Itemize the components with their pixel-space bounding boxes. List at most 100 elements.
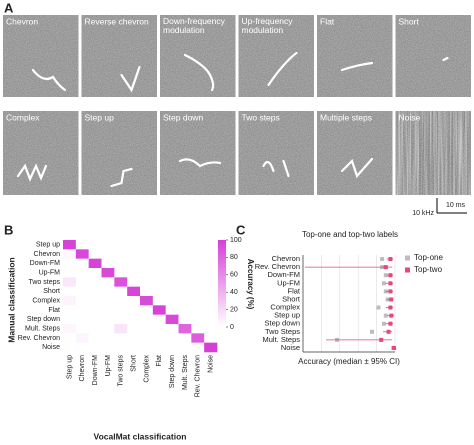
heatmap-cell bbox=[140, 324, 154, 334]
scale-label: 10 ms bbox=[446, 202, 466, 209]
tile-label: Noise bbox=[399, 112, 421, 122]
row-label: Step down bbox=[27, 316, 60, 323]
heatmap-cell bbox=[127, 268, 141, 278]
heatmap-cell bbox=[88, 249, 102, 259]
tile-noise bbox=[160, 111, 236, 195]
heatmap-cell bbox=[152, 240, 166, 250]
heatmap-cell bbox=[152, 296, 166, 306]
column-label: Complex bbox=[143, 355, 150, 383]
heatmap-cell bbox=[165, 333, 179, 343]
heatmap-cell bbox=[75, 314, 89, 325]
heatmap-cell bbox=[88, 333, 102, 343]
heatmap-cell bbox=[165, 277, 179, 287]
y-axis-label: Manual classification bbox=[6, 257, 16, 343]
heatmap-cell bbox=[178, 240, 192, 250]
heatmap-cell bbox=[63, 249, 77, 259]
heatmap-cell bbox=[140, 286, 154, 297]
vocalization-trace bbox=[442, 56, 449, 62]
row-label: Complex bbox=[32, 298, 60, 305]
heatmap-cell bbox=[63, 286, 77, 297]
tile-label: Reverse chevron bbox=[85, 16, 150, 26]
y-tick-label: Two Steps bbox=[265, 327, 300, 336]
heatmap-cell bbox=[101, 296, 115, 306]
heatmap-cell bbox=[101, 277, 115, 287]
spectrogram-tile: Multiple steps bbox=[317, 111, 393, 195]
legend-swatch bbox=[405, 267, 410, 273]
row-label: Two steps bbox=[28, 279, 60, 286]
y-tick-label: Chevron bbox=[272, 254, 300, 263]
heatmap-cell bbox=[204, 342, 218, 353]
heatmap-cell bbox=[75, 277, 89, 287]
heatmap-cell bbox=[101, 314, 115, 325]
heatmap-cell bbox=[191, 249, 205, 259]
heatmap-cell bbox=[204, 333, 218, 343]
heatmap-cell bbox=[63, 314, 77, 325]
heatmap-cell bbox=[204, 249, 218, 259]
dot bbox=[383, 273, 388, 278]
dot bbox=[383, 313, 388, 318]
heatmap-cell bbox=[114, 296, 128, 306]
heatmap-cell bbox=[152, 277, 166, 287]
vocalization-trace bbox=[340, 61, 374, 72]
heatmap-cell bbox=[165, 268, 179, 278]
heatmap-cell bbox=[152, 342, 166, 353]
row-label: Short bbox=[43, 288, 60, 295]
chart-title: Top-one and top-two labels bbox=[301, 230, 399, 239]
column-label: Step down bbox=[169, 355, 176, 388]
heatmap-cell bbox=[75, 240, 89, 250]
spectrogram-tile: Step up bbox=[81, 111, 157, 195]
tile-noise bbox=[395, 15, 471, 97]
dot bbox=[389, 297, 394, 302]
heatmap-cell bbox=[127, 333, 141, 343]
spectrogram-tile: Complex bbox=[3, 111, 79, 195]
y-tick-label: Step up bbox=[274, 311, 300, 320]
heatmap-cell bbox=[127, 258, 141, 269]
column-label: Rev. Chevron bbox=[195, 355, 202, 397]
heatmap-cell bbox=[191, 333, 205, 343]
y-tick-label: Mult. Steps bbox=[262, 335, 300, 344]
heatmap-cell bbox=[114, 305, 128, 315]
row-label: Flat bbox=[48, 307, 60, 314]
vocalization-trace bbox=[262, 159, 290, 178]
row-label: Rev. Chevron bbox=[18, 335, 60, 342]
heatmap-cell bbox=[63, 268, 77, 278]
colorbar-tick-label: 20 bbox=[230, 306, 238, 313]
heatmap-cell bbox=[191, 305, 205, 315]
dot bbox=[379, 337, 384, 342]
heatmap-cell bbox=[114, 342, 128, 353]
legend-swatch bbox=[405, 255, 410, 261]
heatmap-cell bbox=[152, 268, 166, 278]
heatmap-cell bbox=[140, 277, 154, 287]
heatmap-cell bbox=[152, 249, 166, 259]
colorbar-tick-label: 100 bbox=[230, 237, 242, 244]
tile-label: Chevron bbox=[6, 16, 38, 26]
heatmap-cell bbox=[165, 286, 179, 297]
heatmap-cell bbox=[178, 286, 192, 297]
heatmap-cell bbox=[191, 277, 205, 287]
dot bbox=[380, 257, 385, 262]
heatmap-cell bbox=[204, 305, 218, 315]
spectrogram-tile: Flat bbox=[317, 15, 393, 97]
vocalization-trace bbox=[183, 53, 215, 92]
column-label: Up-FM bbox=[105, 355, 112, 377]
heatmap-cell bbox=[101, 268, 115, 278]
heatmap-cell bbox=[165, 240, 179, 250]
tile-noise bbox=[3, 15, 79, 97]
heatmap-cell bbox=[127, 277, 141, 287]
heatmap-cell bbox=[165, 305, 179, 315]
spectrogram-tile: Step down bbox=[160, 111, 236, 195]
spectrogram-tile: Two steps bbox=[238, 111, 314, 195]
heatmap-cell bbox=[178, 305, 192, 315]
colorbar-tick-label: 80 bbox=[230, 254, 238, 261]
column-label: Mult. Steps bbox=[182, 355, 189, 391]
heatmap-cell bbox=[178, 268, 192, 278]
vocalization-trace bbox=[16, 163, 48, 182]
heatmap-cell bbox=[204, 286, 218, 297]
dot bbox=[376, 305, 381, 310]
heatmap-cell bbox=[127, 249, 141, 259]
heatmap-cell bbox=[191, 268, 205, 278]
row-label: Mult. Steps bbox=[25, 326, 61, 333]
heatmap-cell bbox=[127, 286, 141, 297]
tile-streaks bbox=[395, 111, 471, 195]
column-label: Step up bbox=[66, 355, 73, 379]
